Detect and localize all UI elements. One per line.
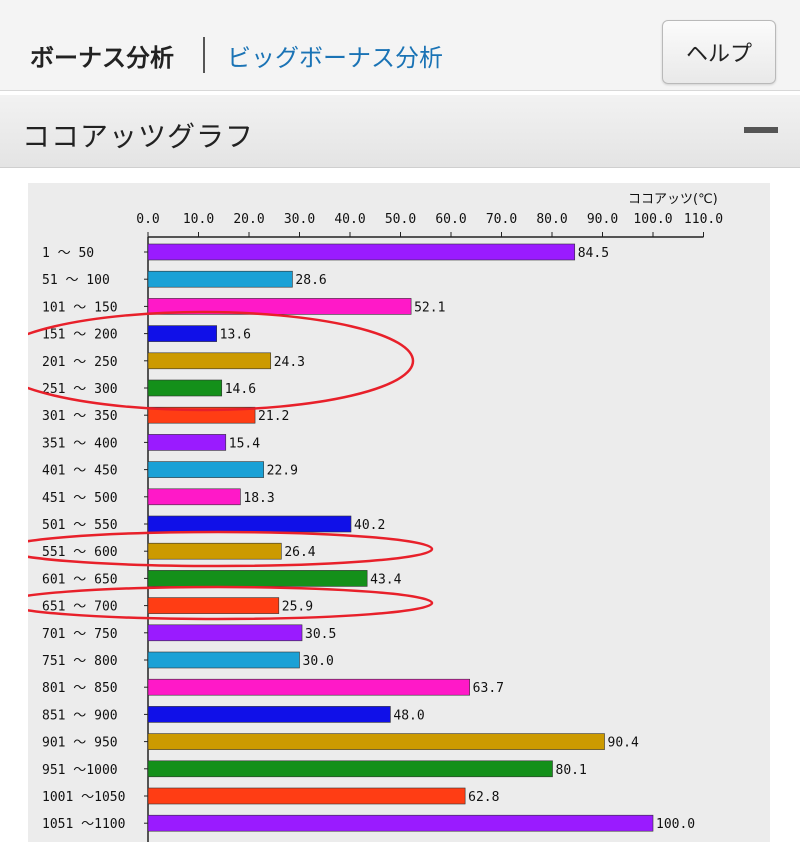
x-tick-label: 30.0 — [284, 212, 315, 227]
bar-value-label: 15.4 — [229, 436, 260, 451]
bar-value-label: 63.7 — [473, 681, 504, 696]
bar-value-label: 13.6 — [220, 328, 251, 343]
bar — [147, 243, 576, 261]
bar-value-label: 52.1 — [414, 300, 445, 315]
bar — [147, 325, 217, 342]
bar-value-label: 84.5 — [578, 246, 609, 261]
tab-big-bonus-analysis-link[interactable]: ビッグボーナス分析 — [227, 44, 443, 72]
bar-value-label: 30.0 — [303, 654, 334, 669]
bar — [147, 352, 272, 370]
bar — [147, 488, 241, 506]
bar — [147, 461, 264, 478]
category-label: 751 ～ 800 — [42, 654, 118, 669]
bar — [147, 814, 654, 832]
bar-value-label: 25.9 — [282, 600, 313, 615]
top-navigation-bar: ボーナス分析 ビッグボーナス分析 ヘルプ — [0, 0, 800, 91]
bar-value-label: 24.3 — [274, 355, 305, 370]
bar — [147, 651, 300, 669]
category-label: 851 ～ 900 — [42, 708, 118, 723]
bar-value-label: 90.4 — [608, 736, 639, 751]
bar-chart: ココアッツ(℃) 0.0 10.0 20.0 30.0 40.0 50.0 60.0 70.0 8… — [28, 192, 723, 842]
category-label: 101 ～ 150 — [42, 300, 118, 315]
bar-value-label: 22.9 — [267, 464, 298, 479]
bar-value-label: 26.4 — [284, 545, 315, 560]
category-label: 151 ～ 200 — [42, 328, 118, 343]
bar — [147, 434, 227, 451]
category-label: 51 ～ 100 — [42, 273, 110, 288]
tab-bonus-analysis: ボーナス分析 — [30, 44, 174, 72]
bar-value-label: 30.5 — [305, 627, 336, 642]
x-tick-label: 80.0 — [536, 212, 567, 227]
x-tick-label: 110.0 — [684, 212, 723, 227]
highlight-ellipse — [28, 310, 415, 412]
category-label: 1 ～ 50 — [42, 246, 94, 261]
bar — [147, 379, 223, 397]
bar — [147, 406, 256, 424]
category-label: 301 ～ 350 — [42, 409, 118, 424]
bar-value-label: 40.2 — [354, 518, 385, 533]
bar — [147, 515, 352, 533]
axis-unit-label: ココアッツ(℃) — [628, 192, 718, 207]
section-title: ココアッツグラフ — [22, 120, 255, 153]
bar-value-label: 62.8 — [468, 790, 499, 805]
minus-icon[interactable] — [744, 127, 778, 133]
tab-divider — [203, 37, 205, 73]
bar — [147, 542, 282, 560]
x-tick-label: 50.0 — [385, 212, 416, 227]
section-header[interactable]: ココアッツグラフ — [0, 95, 800, 168]
category-label: 901 ～ 950 — [42, 736, 118, 751]
category-label: 701 ～ 750 — [42, 627, 118, 642]
category-label: 551 ～ 600 — [42, 545, 118, 560]
chart-panel: ココアッツ(℃) 0.0 10.0 20.0 30.0 40.0 50.0 60.0 70.0 8… — [28, 183, 770, 842]
category-label: 501 ～ 550 — [42, 518, 118, 533]
bar-value-label: 21.2 — [258, 409, 289, 424]
bar — [147, 678, 470, 696]
category-label: 401 ～ 450 — [42, 464, 118, 479]
bar — [147, 706, 391, 723]
help-button[interactable]: ヘルプ — [662, 20, 776, 84]
bar — [147, 787, 466, 805]
bar — [147, 270, 293, 288]
category-label: 801 ～ 850 — [42, 681, 118, 696]
x-tick-label: 100.0 — [633, 212, 672, 227]
category-label: 451 ～ 500 — [42, 491, 118, 506]
category-label: 651 ～ 700 — [42, 600, 118, 615]
bar-value-label: 48.0 — [393, 708, 424, 723]
category-label: 251 ～ 300 — [42, 382, 118, 397]
category-label: 201 ～ 250 — [42, 355, 118, 370]
x-tick-label: 20.0 — [233, 212, 264, 227]
bar-value-label: 100.0 — [656, 817, 695, 832]
bar — [147, 760, 553, 778]
bar-value-label: 80.1 — [556, 763, 587, 778]
bar — [147, 733, 605, 750]
x-tick-label: 10.0 — [183, 212, 214, 227]
x-tick-label: 0.0 — [136, 212, 159, 227]
category-label: 951 ～1000 — [42, 763, 118, 778]
category-label: 1051 ～1100 — [42, 817, 125, 832]
bar-value-label: 43.4 — [370, 572, 401, 587]
bar — [147, 597, 280, 614]
bar — [147, 624, 303, 642]
highlight-ellipse — [28, 585, 434, 621]
x-tick-label: 90.0 — [587, 212, 618, 227]
bar-value-label: 28.6 — [295, 273, 326, 288]
bar — [147, 570, 368, 587]
category-label: 601 ～ 650 — [42, 572, 118, 587]
x-tick-label: 60.0 — [435, 212, 466, 227]
bar-value-label: 18.3 — [243, 491, 274, 506]
x-tick-label: 70.0 — [486, 212, 517, 227]
x-tick-label: 40.0 — [334, 212, 365, 227]
category-label: 351 ～ 400 — [42, 436, 118, 451]
highlight-ellipse — [28, 530, 434, 568]
category-label: 1001 ～1050 — [42, 790, 125, 805]
bar-value-label: 14.6 — [225, 382, 256, 397]
